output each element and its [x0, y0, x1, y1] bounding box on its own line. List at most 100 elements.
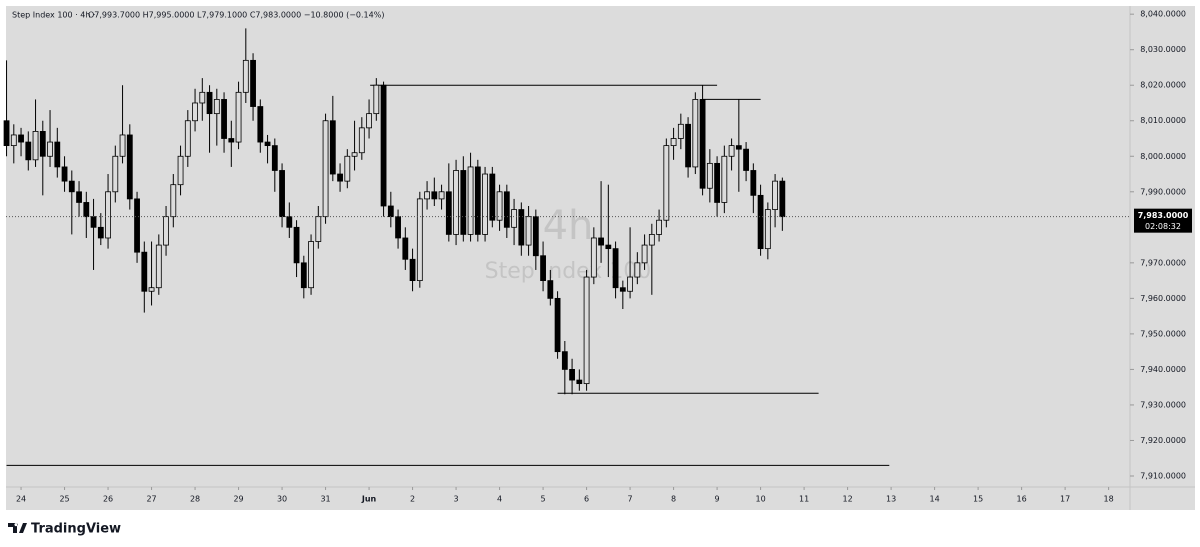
- candle-body: [438, 191, 445, 200]
- watermark-interval: 4h: [543, 203, 594, 249]
- candle-body: [315, 216, 322, 242]
- candle-body: [264, 141, 271, 147]
- candle-body: [351, 152, 358, 157]
- x-tick-label: 10: [755, 495, 765, 504]
- candle-body: [192, 102, 198, 122]
- candle-body: [409, 258, 416, 282]
- candle-body: [663, 145, 670, 221]
- candle-body: [358, 127, 365, 154]
- candle-body: [706, 162, 713, 189]
- x-tick-label: 15: [973, 495, 983, 504]
- candle-body: [10, 134, 17, 147]
- candle-body: [772, 180, 778, 210]
- candle-body: [605, 244, 612, 250]
- candle-body: [18, 134, 24, 143]
- logo-mark: [8, 523, 27, 533]
- candle-body: [134, 198, 140, 253]
- x-tick-label: 11: [799, 495, 809, 504]
- x-tick-label: 2: [410, 495, 415, 504]
- candle-body: [496, 191, 503, 221]
- candle-body: [199, 91, 206, 104]
- candle-body: [561, 351, 568, 370]
- candle-body: [206, 91, 213, 115]
- candle-body: [257, 106, 264, 143]
- candle-body: [90, 216, 97, 228]
- candle-body: [764, 209, 771, 250]
- candle-body: [583, 276, 590, 385]
- candle-body: [76, 191, 82, 203]
- x-tick-label: 12: [843, 495, 853, 504]
- candle-body: [743, 148, 749, 171]
- candle-body: [416, 198, 423, 282]
- candle-body: [431, 191, 438, 200]
- candle-body: [540, 255, 546, 282]
- watermark-symbol: Step Index 100: [485, 259, 652, 284]
- candle-body: [569, 369, 575, 381]
- candle-body: [503, 191, 510, 228]
- symbol-title: Step Index 100 · 4h ·: [12, 11, 95, 20]
- last-price-box: [1134, 208, 1192, 233]
- candle-body: [699, 99, 706, 189]
- candle-body: [511, 209, 517, 228]
- y-tick-label: 7,920.0000: [1140, 436, 1186, 445]
- y-tick-label: 7,970.0000: [1140, 258, 1186, 267]
- y-tick-label: 7,960.0000: [1140, 294, 1186, 303]
- x-tick-label: 27: [146, 495, 156, 504]
- x-tick-label: 26: [103, 495, 113, 504]
- candle-body: [474, 166, 481, 235]
- x-tick-label: 6: [584, 495, 589, 504]
- y-tick-label: 7,990.0000: [1140, 187, 1186, 196]
- y-tick-label: 8,040.0000: [1140, 10, 1186, 19]
- candle-body: [126, 134, 133, 200]
- candle-body: [728, 145, 735, 157]
- candle-body: [619, 287, 626, 292]
- candle-body: [373, 84, 380, 115]
- candle-body: [344, 155, 351, 182]
- candle-body: [460, 170, 467, 235]
- candle-body: [721, 155, 728, 203]
- candle-body: [750, 170, 757, 196]
- candle-body: [271, 145, 278, 171]
- candle-body: [779, 180, 786, 218]
- candle-body: [387, 205, 394, 218]
- candle-body: [590, 237, 597, 278]
- candle-body: [235, 91, 242, 143]
- candle-body: [293, 226, 300, 264]
- candle-body: [424, 191, 430, 200]
- candle-body: [329, 120, 336, 175]
- x-tick-label: 14: [930, 495, 940, 504]
- candle-body: [685, 123, 691, 168]
- candle-body: [627, 276, 633, 292]
- ohlc-header: O7,993.7000 H7,995.0000 L7,979.1000 C7,9…: [88, 11, 384, 20]
- candle-body: [228, 138, 235, 143]
- candle-body: [25, 141, 32, 161]
- y-tick-label: 7,910.0000: [1140, 471, 1186, 480]
- x-tick-label: Jun: [361, 495, 377, 504]
- x-tick-label: 17: [1060, 495, 1070, 504]
- candle-body: [598, 237, 604, 246]
- candle-body: [489, 173, 496, 221]
- x-tick-label: 31: [320, 495, 330, 504]
- candle-body: [32, 131, 39, 161]
- bar-countdown: 02:08:32: [1145, 222, 1181, 231]
- x-tick-label: 30: [277, 495, 287, 504]
- candle-body: [97, 226, 104, 239]
- x-tick-label: 25: [59, 495, 69, 504]
- candle-body: [482, 173, 488, 235]
- candle-body: [648, 234, 655, 246]
- candle-body: [177, 155, 184, 186]
- brand-name: TradingView: [31, 522, 121, 537]
- candle-body: [757, 194, 764, 250]
- candle-body: [308, 241, 314, 289]
- chart-background: [6, 6, 1195, 510]
- x-tick-label: 4: [497, 495, 502, 504]
- candle-body: [39, 131, 46, 157]
- candle-body: [641, 244, 648, 264]
- x-tick-label: 9: [715, 495, 720, 504]
- candle-body: [148, 287, 155, 292]
- candle-body: [337, 173, 343, 182]
- candle-body: [242, 59, 249, 93]
- candle-body: [3, 120, 10, 147]
- candle-body: [554, 297, 561, 353]
